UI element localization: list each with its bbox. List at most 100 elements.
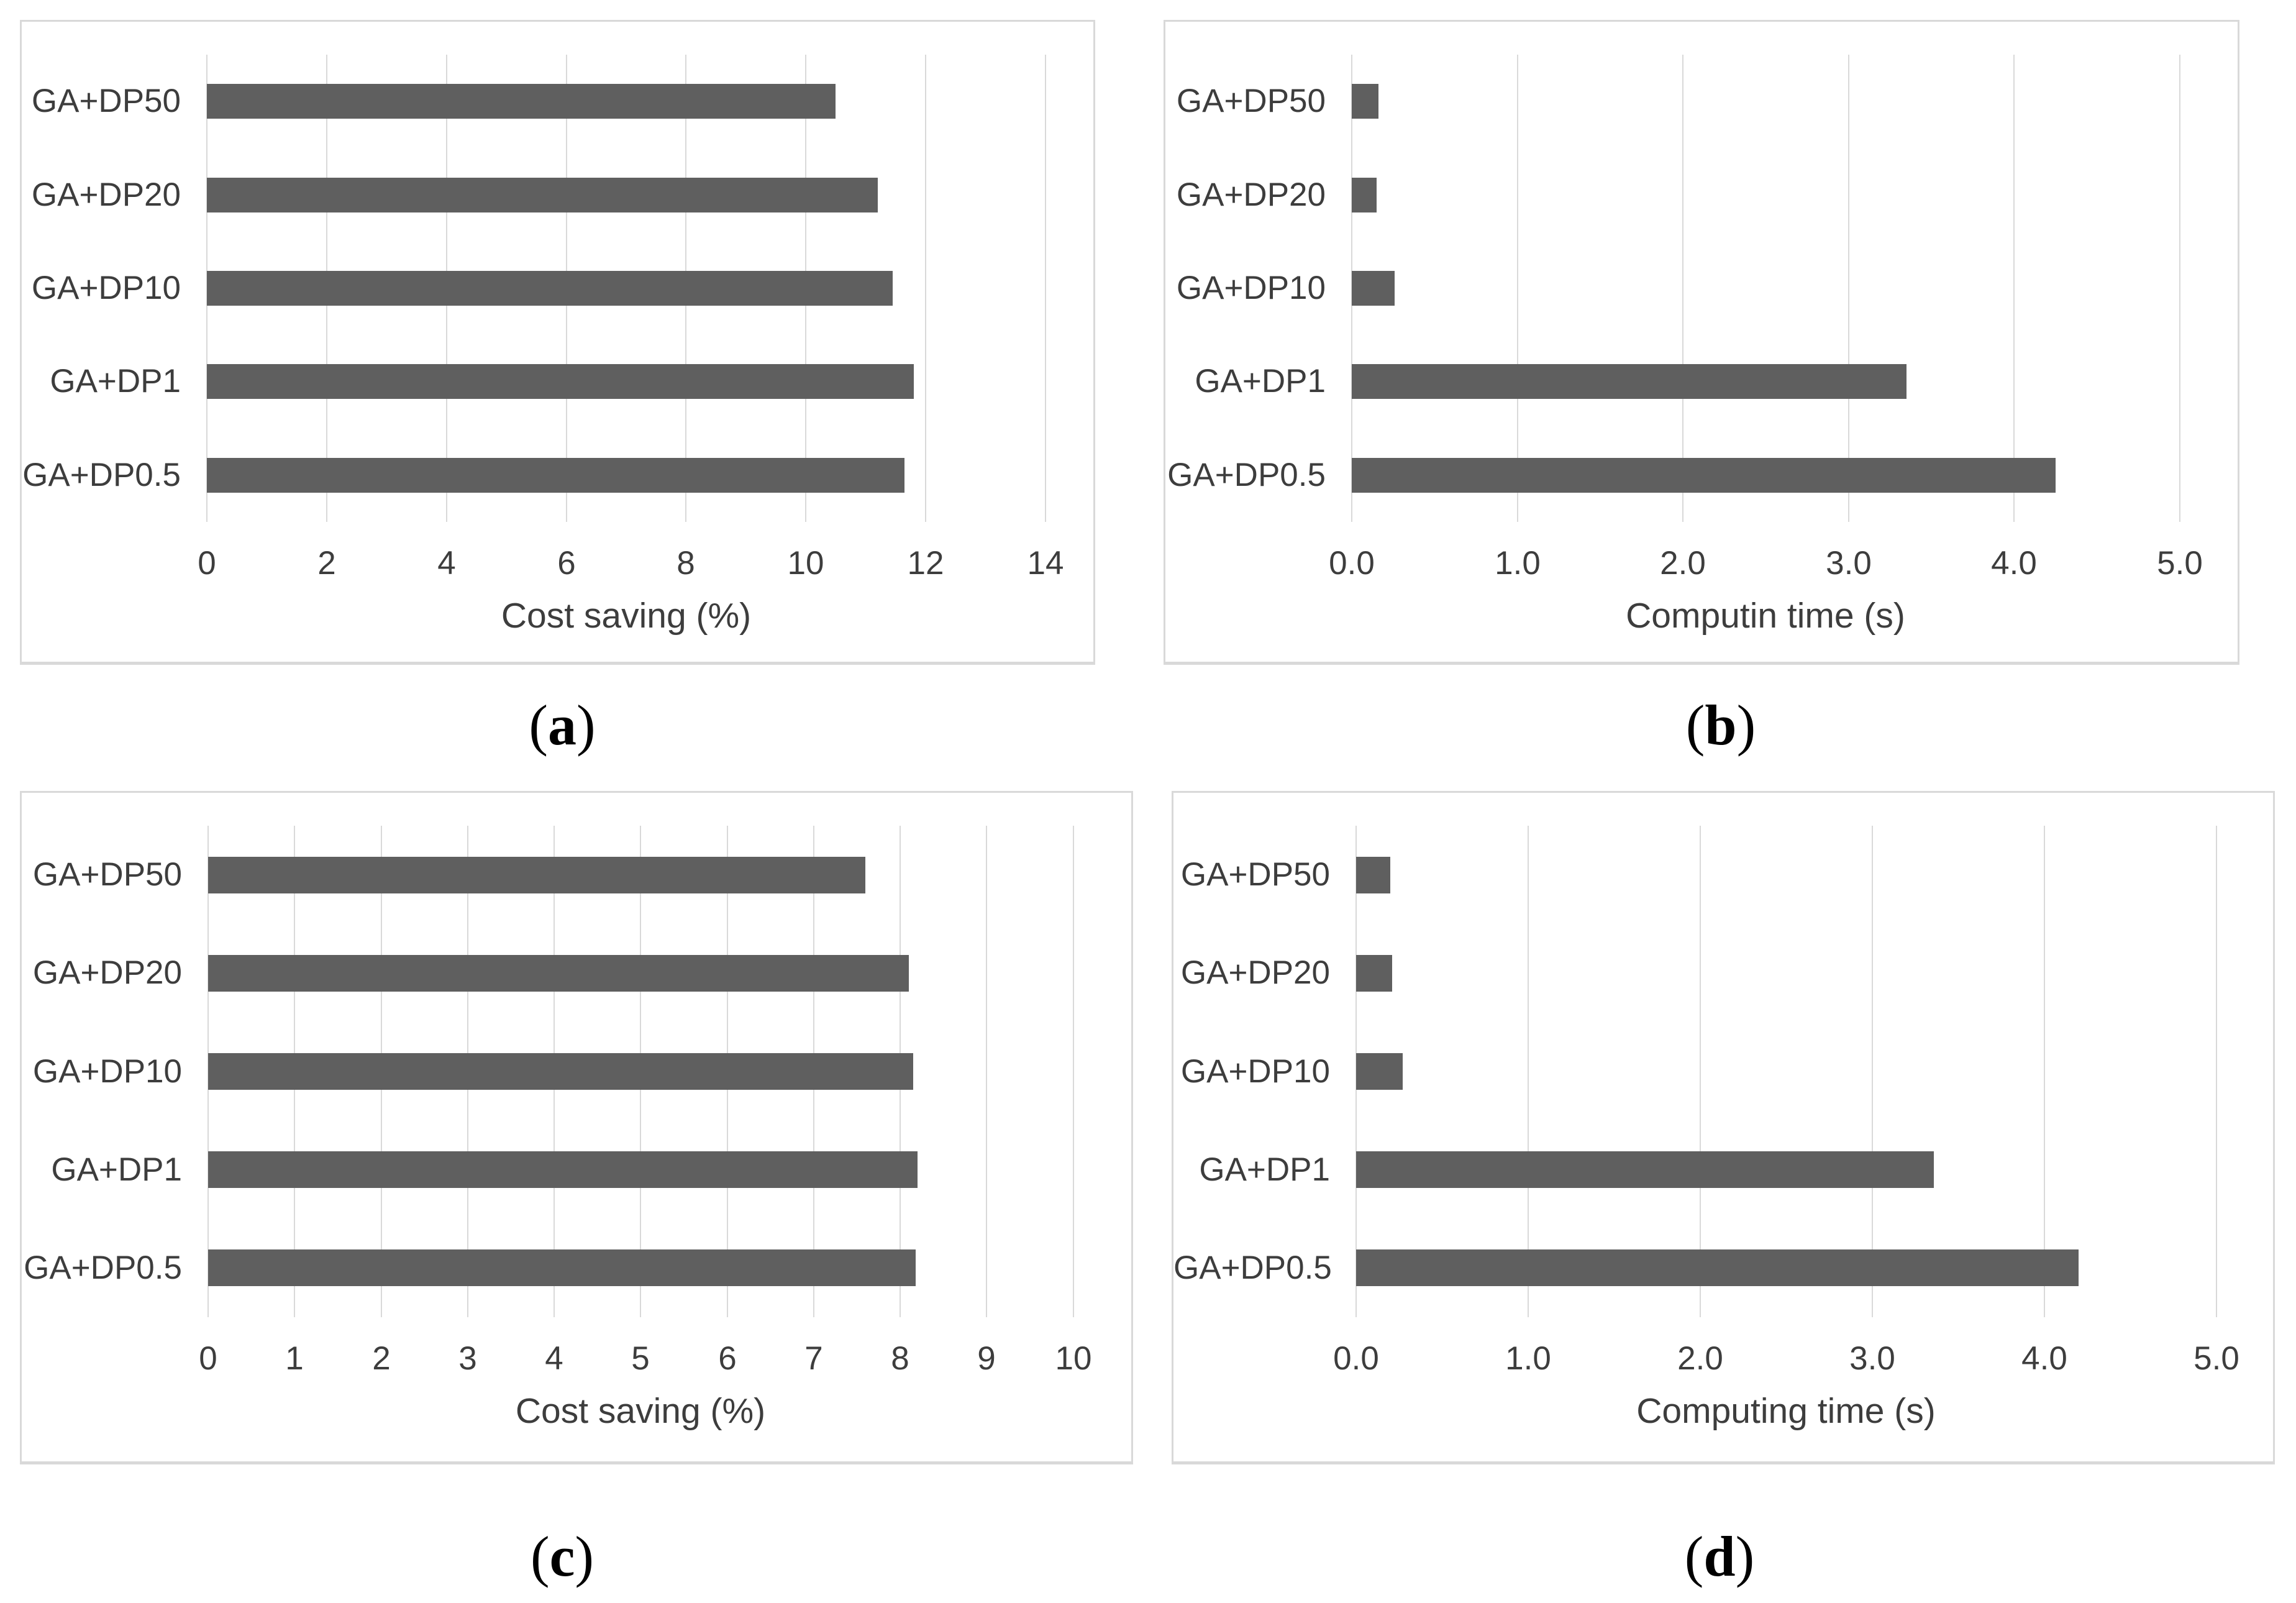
bar-d-GA+DP50	[1356, 857, 1390, 893]
x-tick-label-c-10: 10	[1055, 1340, 1092, 1377]
gridline	[1700, 826, 1701, 1317]
x-tick-label-c-7: 7	[804, 1340, 823, 1377]
bar-b-GA+DP50	[1352, 84, 1378, 119]
caption-b-letter: b	[1705, 693, 1737, 757]
category-label-c-1: GA+DP20	[32, 954, 182, 991]
chart-panel-b: GA+DP50 GA+DP20 GA+DP10 GA+DP1 GA+DP0.5 0.0 1.…	[1164, 20, 2239, 665]
x-axis-title-a: Cost saving (%)	[501, 596, 752, 636]
x-tick-label-c-5: 5	[631, 1340, 650, 1377]
bar-d-GA+DP0.5	[1356, 1249, 2079, 1286]
caption-c: (c)	[531, 1523, 594, 1589]
caption-a: (a)	[529, 692, 595, 758]
x-tick-label-a-1: 2	[317, 545, 336, 582]
bar-d-GA+DP10	[1356, 1053, 1403, 1090]
gridline	[1682, 55, 1683, 522]
caption-d: (d)	[1685, 1523, 1754, 1589]
gridline	[2179, 55, 2180, 522]
category-label-c-3: GA+DP1	[51, 1151, 182, 1188]
caption-c-letter: c	[549, 1525, 575, 1588]
gridline	[1848, 55, 1849, 522]
plot-area-d	[1355, 826, 2273, 1317]
bar-c-GA+DP0.5	[208, 1249, 916, 1286]
x-tick-label-d-4: 4.0	[2021, 1340, 2067, 1377]
gridline	[1872, 826, 1873, 1317]
category-label-b-4: GA+DP0.5	[1167, 457, 1326, 493]
bar-c-GA+DP50	[208, 857, 865, 893]
x-tick-label-d-5: 5.0	[2194, 1340, 2239, 1377]
category-label-a-0: GA+DP50	[31, 83, 181, 119]
gridline	[1528, 826, 1529, 1317]
category-label-d-4: GA+DP0.5	[1173, 1249, 1332, 1286]
caption-b-open-paren: (	[1685, 693, 1705, 757]
x-tick-label-c-4: 4	[545, 1340, 563, 1377]
x-tick-label-d-3: 3.0	[1849, 1340, 1895, 1377]
category-label-d-1: GA+DP20	[1180, 954, 1330, 991]
category-label-b-2: GA+DP10	[1176, 270, 1326, 306]
x-tick-label-d-2: 2.0	[1677, 1340, 1723, 1377]
x-tick-label-a-2: 4	[437, 545, 456, 582]
x-tick-label-a-7: 14	[1027, 545, 1064, 582]
bar-a-GA+DP10	[207, 271, 893, 306]
caption-a-close-paren: )	[576, 693, 596, 757]
plot-area-b	[1351, 55, 2238, 522]
bar-b-GA+DP10	[1352, 271, 1395, 306]
caption-b: (b)	[1686, 692, 1756, 758]
x-tick-label-a-5: 10	[787, 545, 824, 582]
category-label-d-3: GA+DP1	[1199, 1151, 1330, 1188]
x-tick-label-b-1: 1.0	[1495, 545, 1541, 582]
x-axis-title-c: Cost saving (%)	[515, 1391, 766, 1431]
category-label-a-3: GA+DP1	[50, 363, 181, 400]
category-label-c-2: GA+DP10	[32, 1053, 182, 1090]
caption-a-letter: a	[548, 693, 576, 757]
x-tick-label-c-2: 2	[372, 1340, 391, 1377]
bar-b-GA+DP20	[1352, 178, 1377, 212]
bar-a-GA+DP50	[207, 84, 836, 119]
gridline	[925, 55, 926, 522]
bar-a-GA+DP0.5	[207, 458, 904, 493]
category-label-a-2: GA+DP10	[31, 270, 181, 306]
caption-c-close-paren: )	[575, 1525, 594, 1588]
x-tick-label-c-6: 6	[718, 1340, 737, 1377]
x-tick-label-b-0: 0.0	[1329, 545, 1375, 582]
gridline	[2013, 55, 2015, 522]
caption-d-open-paren: (	[1684, 1525, 1704, 1588]
category-label-c-4: GA+DP0.5	[24, 1249, 182, 1286]
bar-c-GA+DP1	[208, 1151, 918, 1188]
bar-a-GA+DP20	[207, 178, 878, 212]
gridline	[1517, 55, 1518, 522]
x-tick-label-b-4: 4.0	[1991, 545, 2037, 582]
x-tick-label-c-0: 0	[199, 1340, 217, 1377]
category-label-b-1: GA+DP20	[1176, 176, 1326, 213]
x-tick-label-a-0: 0	[198, 545, 216, 582]
bar-c-GA+DP10	[208, 1053, 913, 1090]
x-axis-title-b: Computin time (s)	[1626, 596, 1905, 636]
chart-panel-d: GA+DP50 GA+DP20 GA+DP10 GA+DP1 GA+DP0.5 0.0 1.…	[1172, 791, 2275, 1464]
gridline	[1073, 826, 1074, 1317]
category-label-b-3: GA+DP1	[1195, 363, 1326, 400]
x-tick-label-d-1: 1.0	[1505, 1340, 1551, 1377]
x-tick-label-c-9: 9	[977, 1340, 996, 1377]
x-tick-label-b-2: 2.0	[1660, 545, 1706, 582]
caption-d-letter: d	[1703, 1525, 1736, 1588]
x-tick-label-c-8: 8	[891, 1340, 909, 1377]
caption-d-close-paren: )	[1735, 1525, 1755, 1588]
gridline	[986, 826, 987, 1317]
category-label-d-2: GA+DP10	[1180, 1053, 1330, 1090]
category-label-b-0: GA+DP50	[1176, 83, 1326, 119]
category-label-a-1: GA+DP20	[31, 176, 181, 213]
x-tick-label-a-3: 6	[557, 545, 576, 582]
x-tick-label-d-0: 0.0	[1333, 1340, 1379, 1377]
category-label-c-0: GA+DP50	[32, 856, 182, 893]
chart-panel-a: GA+DP50 GA+DP20 GA+DP10 GA+DP1 GA+DP0.5 0 2 4 6 8…	[20, 20, 1095, 665]
x-tick-label-a-4: 8	[676, 545, 695, 582]
x-tick-label-c-1: 1	[285, 1340, 304, 1377]
caption-b-close-paren: )	[1736, 693, 1756, 757]
bar-d-GA+DP20	[1356, 955, 1392, 992]
x-axis-title-d: Computing time (s)	[1636, 1391, 1936, 1431]
bar-a-GA+DP1	[207, 364, 914, 399]
gridline	[2216, 826, 2217, 1317]
caption-c-open-paren: (	[530, 1525, 550, 1588]
bar-c-GA+DP20	[208, 955, 909, 992]
plot-area-a	[206, 55, 1093, 522]
